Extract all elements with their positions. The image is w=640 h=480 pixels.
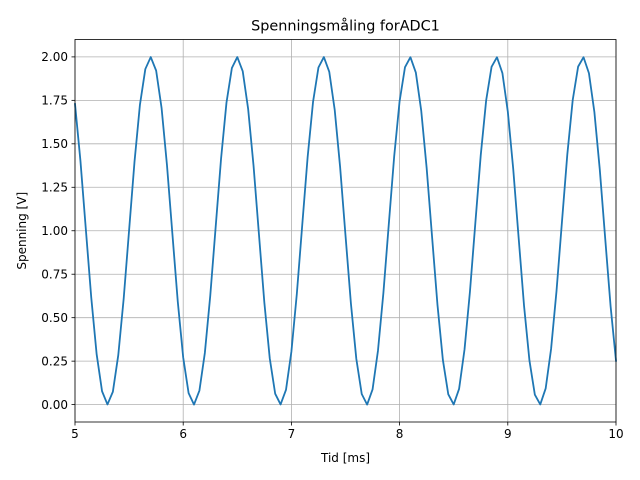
y-tick-label: 2.00 [41, 50, 68, 64]
x-tick-label: 8 [396, 427, 404, 441]
series-line [74, 56, 617, 406]
y-tick-label: 1.25 [41, 181, 68, 195]
y-tick-label: 0.75 [41, 268, 68, 282]
x-tick-label: 10 [608, 427, 623, 441]
y-axis-ticks: 0.00 0.25 0.50 0.75 1.00 1.25 1.50 1.75 2.00 [41, 50, 75, 412]
x-tick-label: 6 [179, 427, 187, 441]
y-tick-label: 0.00 [41, 398, 68, 412]
chart-title: Spenningsmåling forADC1 [251, 18, 440, 35]
x-tick-label: 5 [71, 427, 79, 441]
x-axis-label: Tid [ms] [320, 451, 370, 465]
y-tick-label: 0.25 [41, 354, 68, 368]
x-axis-ticks: 5 6 7 8 9 10 [71, 422, 624, 441]
y-axis-label: Spenning [V] [15, 192, 29, 270]
series-layer [74, 56, 617, 406]
y-tick-label: 1.00 [41, 224, 68, 238]
y-tick-label: 1.75 [41, 94, 68, 108]
x-tick-label: 7 [288, 427, 296, 441]
y-tick-label: 0.50 [41, 311, 68, 325]
x-tick-label: 9 [504, 427, 512, 441]
y-tick-label: 1.50 [41, 137, 68, 151]
